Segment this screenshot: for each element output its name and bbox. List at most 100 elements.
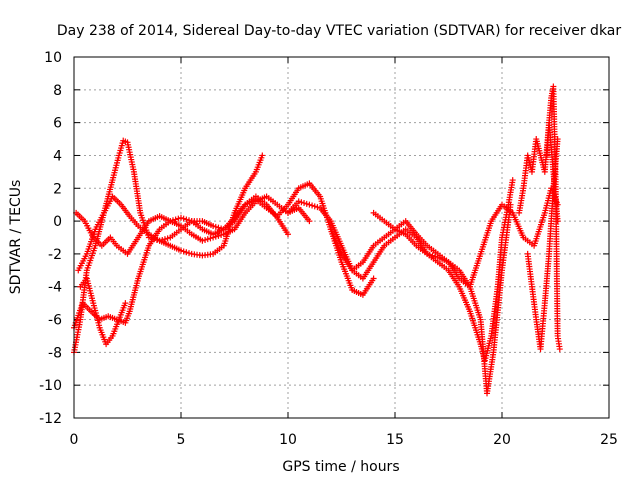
- data-point-interp: [258, 154, 265, 161]
- data-point-interp: [229, 219, 236, 226]
- data-point-interp: [519, 232, 526, 239]
- x-tick-label: 0: [70, 432, 79, 448]
- data-point-interp: [196, 218, 203, 225]
- data-point-interp: [379, 236, 386, 243]
- data-point-interp: [215, 224, 222, 231]
- series-track-7: [327, 201, 514, 397]
- data-point-interp: [121, 302, 128, 309]
- data-point-interp: [532, 314, 539, 321]
- data-point-interp: [144, 220, 151, 227]
- data-point-interp: [133, 221, 140, 228]
- data-point-interp: [89, 297, 96, 304]
- x-tick-label: 20: [493, 432, 511, 448]
- data-point-interp: [357, 290, 364, 297]
- data-point-interp: [421, 249, 428, 256]
- data-point-interp: [293, 200, 300, 207]
- data-point-interp: [130, 166, 137, 173]
- data-point-interp: [207, 251, 214, 258]
- data-point-interp: [122, 138, 129, 145]
- data-point-interp: [133, 236, 140, 243]
- data-point-interp: [476, 253, 483, 260]
- data-point-interp: [314, 204, 321, 211]
- data-point-interp: [186, 229, 193, 236]
- data-point-interp: [136, 207, 143, 214]
- chart-title: Day 238 of 2014, Sidereal Day-to-day VTE…: [57, 23, 622, 39]
- data-point-interp: [161, 236, 168, 243]
- data-point-interp: [186, 219, 193, 226]
- data-point-interp: [111, 315, 118, 322]
- x-tick-label: 10: [279, 432, 297, 448]
- data-point-interp: [91, 228, 98, 235]
- data-point-interp: [145, 245, 152, 252]
- data-point-interp: [202, 236, 209, 243]
- data-point-interp: [379, 216, 386, 223]
- y-tick-label: -4: [48, 280, 62, 296]
- data-point-interp: [429, 252, 436, 259]
- data-point-interp: [411, 240, 418, 247]
- data-point-interp: [165, 217, 172, 224]
- data-point-interp: [108, 195, 115, 202]
- data-point-interp: [311, 203, 318, 210]
- data-point: [210, 234, 217, 241]
- data-point-interp: [240, 203, 247, 210]
- data-point-interp: [180, 215, 187, 222]
- data-point-interp: [400, 230, 407, 237]
- data-point-interp: [298, 199, 305, 206]
- y-tick-label: -2: [48, 247, 62, 263]
- data-point-interp: [115, 318, 122, 325]
- data-point-interp: [476, 314, 483, 321]
- data-point-interp: [490, 351, 497, 358]
- data-point-interp: [91, 245, 98, 252]
- data-point-interp: [432, 249, 439, 256]
- data-point-interp: [369, 261, 376, 268]
- data-point-interp: [180, 248, 187, 255]
- data-point-interp: [536, 150, 543, 157]
- data-point-interp: [272, 200, 279, 207]
- data-point-interp: [304, 216, 311, 223]
- x-tick-label: 25: [600, 432, 618, 448]
- axes: 0 5 10 15 20 25 -12 -10 -8 -6 -4 -2 0 2 4 6 8 10: [39, 50, 618, 448]
- data-point-interp: [301, 200, 308, 207]
- data-point-interp: [83, 269, 90, 276]
- y-tick-label: 8: [53, 83, 62, 99]
- data-point-interp: [283, 229, 290, 236]
- data-point-interp: [107, 335, 114, 342]
- data-point-interp: [303, 200, 310, 207]
- data-point-interp: [229, 227, 236, 234]
- data-point-interp: [196, 252, 203, 259]
- y-tick-label: -10: [39, 378, 62, 394]
- data-point-interp: [183, 249, 190, 256]
- series-track-6: [285, 177, 516, 364]
- y-tick-label: -8: [48, 345, 62, 361]
- series-track-4: [75, 180, 377, 298]
- data-point-interp: [541, 302, 548, 309]
- data-point-interp: [215, 232, 222, 239]
- data-point-interp: [175, 222, 182, 229]
- data-point: [178, 214, 184, 221]
- data-point-interp: [389, 236, 396, 243]
- data-point-interp: [294, 187, 301, 194]
- data-point-interp: [528, 241, 535, 248]
- x-tick-label: 15: [386, 432, 404, 448]
- y-tick-label: 4: [53, 148, 62, 164]
- data-point-interp: [99, 212, 106, 219]
- data-point-interp: [348, 284, 355, 291]
- data-point-interp: [183, 216, 190, 223]
- data-point-interp: [498, 269, 505, 276]
- data-point-interp: [96, 322, 103, 329]
- data-point-interp: [197, 224, 204, 231]
- data-point-interp: [422, 240, 429, 247]
- data-point-interp: [261, 203, 268, 210]
- data-point-interp: [379, 244, 386, 251]
- data-points: [71, 83, 563, 397]
- series-track-1: [71, 137, 266, 356]
- data-point: [306, 201, 313, 208]
- data-point-interp: [443, 257, 450, 264]
- data-point-interp: [241, 187, 248, 194]
- data-point-interp: [165, 241, 172, 248]
- data-point-interp: [134, 277, 141, 284]
- data-point-interp: [115, 154, 122, 161]
- y-tick-label: -12: [39, 411, 62, 427]
- data-point-interp: [326, 216, 333, 223]
- data-point-interp: [507, 208, 514, 215]
